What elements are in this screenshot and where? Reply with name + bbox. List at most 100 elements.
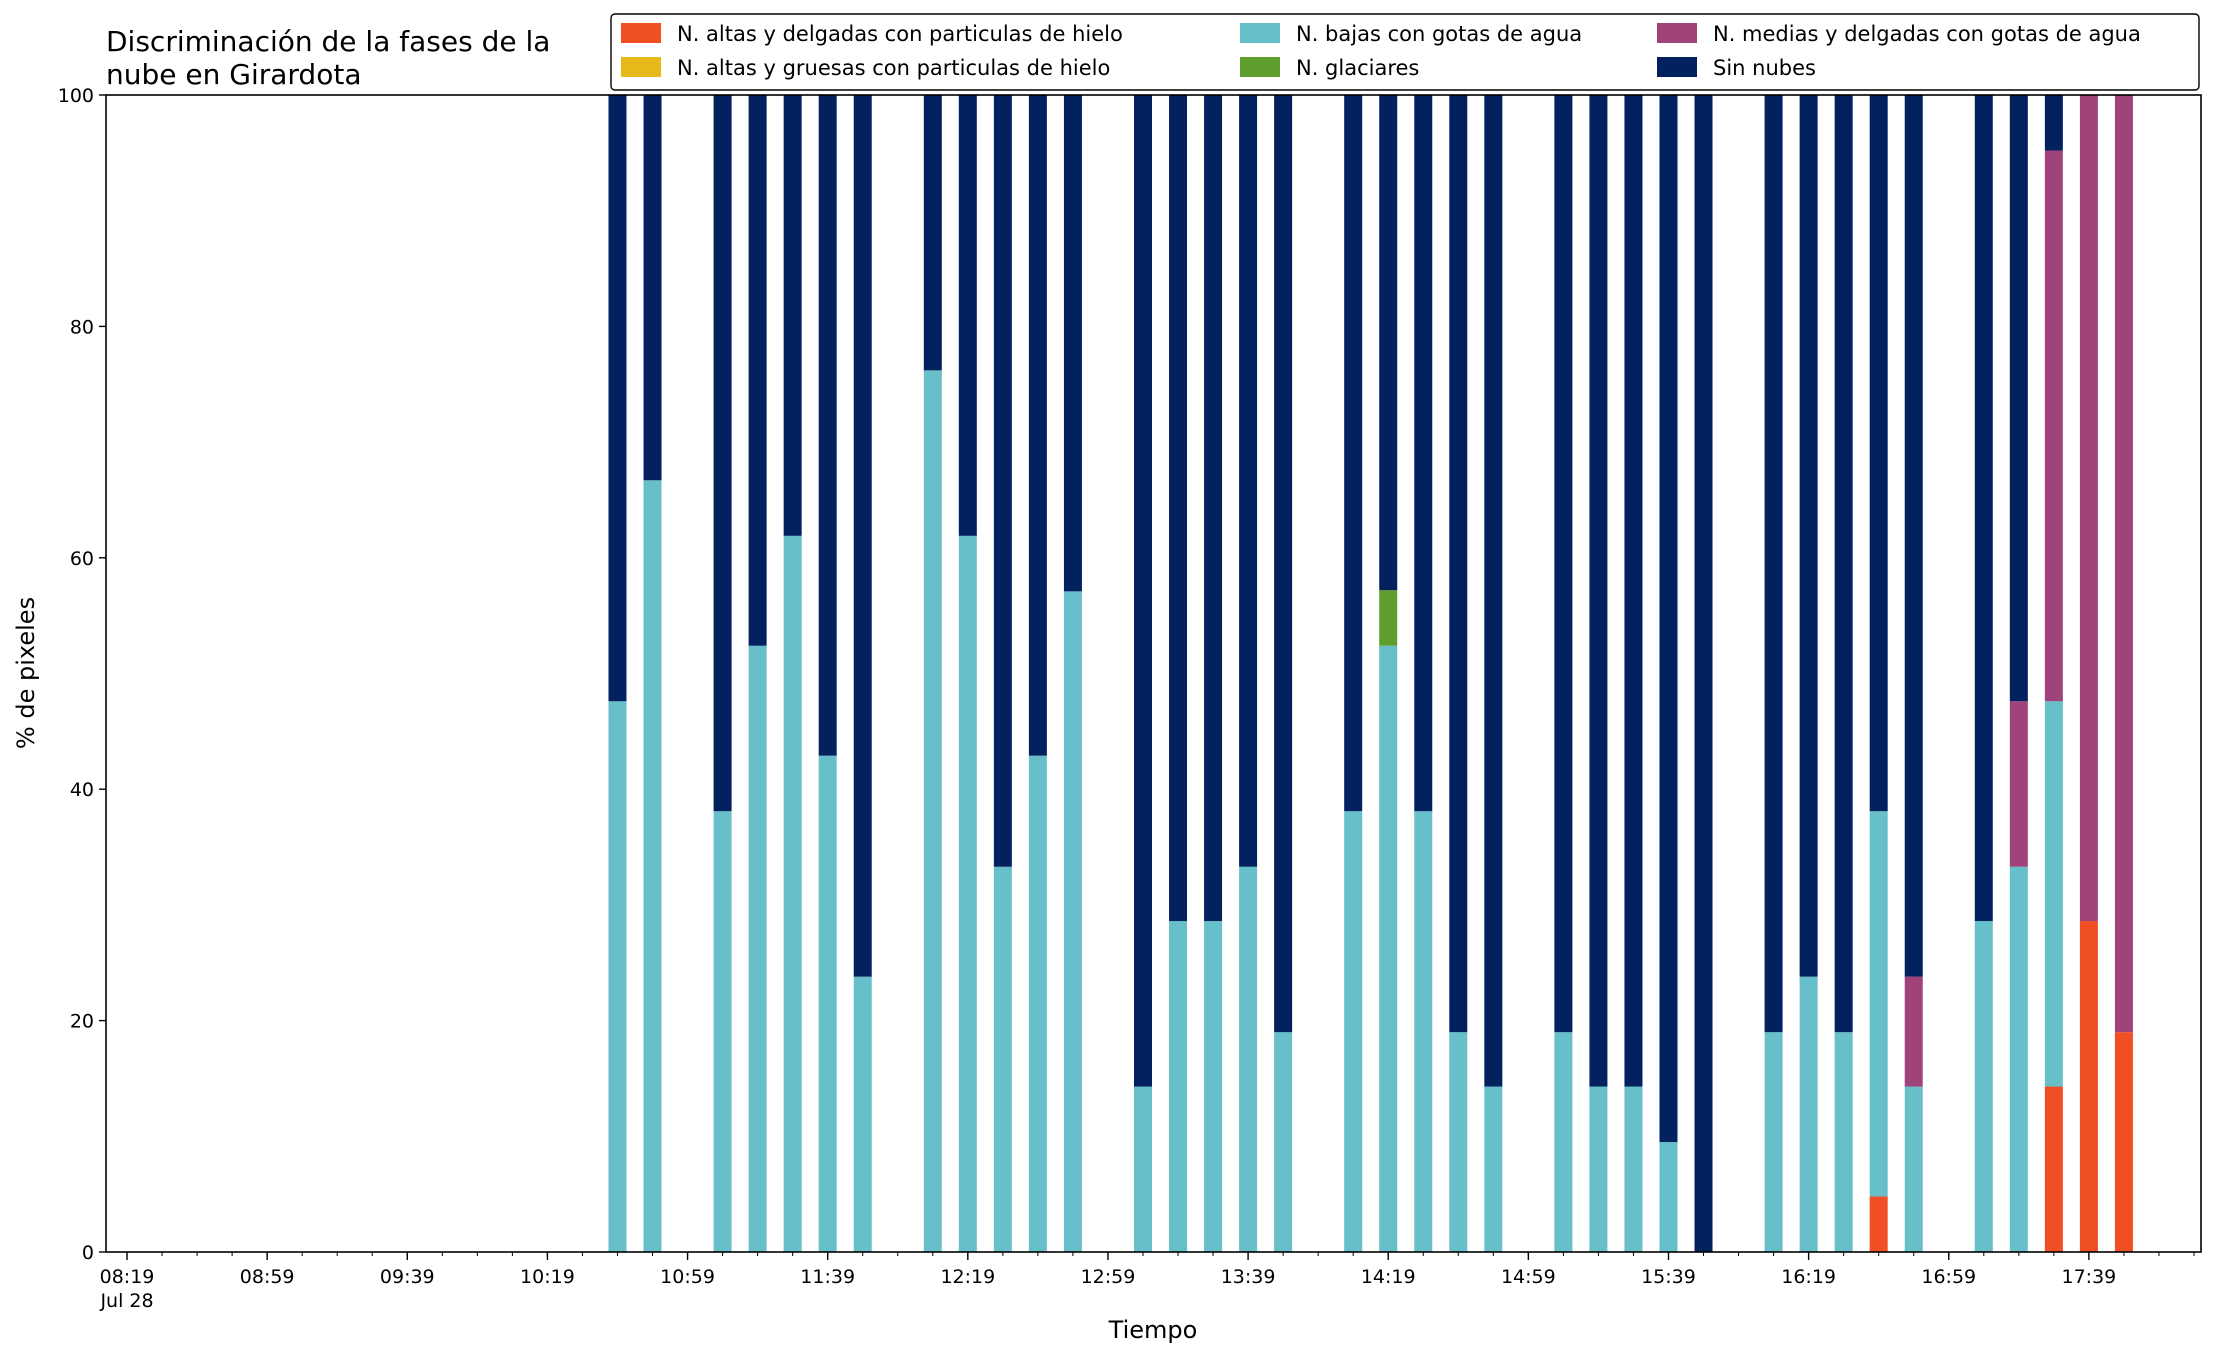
bar-segment-bajas_agua-2 [713, 811, 732, 1252]
x-tick-label-12: 16:19 [1781, 1266, 1836, 1288]
x-tick-label-13: 16:59 [1921, 1266, 1976, 1288]
bars-layer [608, 95, 2133, 1253]
bar-segment-bajas_agua-8 [958, 535, 977, 1252]
bar-segment-altas_delgadas_hielo-35 [2079, 921, 2098, 1252]
bar-segment-sin_nubes-13 [1169, 95, 1188, 922]
bar-segment-sin_nubes-31 [1904, 95, 1923, 977]
legend-swatch-altas_gruesas_hielo [621, 57, 661, 77]
bar-segment-bajas_agua-16 [1274, 1032, 1293, 1252]
bar-segment-sin_nubes-25 [1659, 95, 1678, 1143]
bar-segment-bajas_agua-7 [923, 370, 942, 1253]
bar-segment-bajas_agua-28 [1799, 976, 1818, 1252]
bar-segment-sin_nubes-32 [1974, 95, 1993, 922]
bar-segment-bajas_agua-31 [1904, 1086, 1923, 1252]
bar-segment-bajas_agua-11 [1063, 591, 1082, 1252]
bar-segment-sin_nubes-15 [1239, 95, 1258, 867]
bar-segment-sin_nubes-10 [1028, 95, 1047, 756]
bar-segment-sin_nubes-24 [1624, 95, 1643, 1087]
bar-segment-bajas_agua-17 [1344, 811, 1363, 1252]
bar-segment-glaciares-18 [1379, 590, 1398, 646]
bar-segment-sin_nubes-21 [1484, 95, 1503, 1087]
legend-label-medias_delgadas_agua: N. medias y delgadas con gotas de agua [1713, 22, 2141, 46]
y-axis-label: % de pixeles [12, 597, 40, 749]
bar-segment-sin_nubes-6 [853, 95, 872, 977]
legend-label-glaciares: N. glaciares [1296, 56, 1419, 80]
bar-segment-bajas_agua-29 [1834, 1032, 1853, 1252]
bar-segment-bajas_agua-6 [853, 976, 872, 1252]
x-tick-label-0: 08:19 [100, 1266, 155, 1288]
legend-label-altas_gruesas_hielo: N. altas y gruesas con particulas de hie… [677, 56, 1110, 80]
bar-segment-sin_nubes-28 [1799, 95, 1818, 977]
bar-segment-sin_nubes-16 [1274, 95, 1293, 1033]
bar-segment-bajas_agua-34 [2044, 701, 2063, 1087]
bar-segment-altas_delgadas_hielo-36 [2114, 1032, 2133, 1252]
plot-frame [105, 94, 2202, 1253]
bar-segment-bajas_agua-13 [1169, 921, 1188, 1252]
bar-segment-sin_nubes-14 [1204, 95, 1223, 922]
bar-segment-altas_delgadas_hielo-34 [2044, 1086, 2063, 1252]
legend-label-altas_delgadas_hielo: N. altas y delgadas con particulas de hi… [677, 22, 1123, 46]
bar-segment-sin_nubes-12 [1133, 95, 1152, 1087]
chart-title-line-2: nube en Girardota [106, 58, 361, 91]
bar-segment-bajas_agua-30 [1869, 811, 1888, 1197]
bar-segment-bajas_agua-19 [1414, 811, 1433, 1252]
x-tick-label-4: 10:59 [660, 1266, 715, 1288]
x-tick-label-9: 14:19 [1361, 1266, 1416, 1288]
bar-segment-bajas_agua-4 [783, 535, 802, 1252]
bar-segment-sin_nubes-27 [1764, 95, 1783, 1033]
legend-box [610, 13, 2200, 91]
chart-title-line-1: Discriminación de la fases de la [106, 25, 550, 58]
bar-segment-medias_delgadas_agua-31 [1904, 976, 1923, 1087]
chart-title: Discriminación de la fases de la nube en… [106, 25, 550, 91]
bar-segment-sin_nubes-4 [783, 95, 802, 536]
bar-segment-bajas_agua-15 [1239, 866, 1258, 1252]
bar-segment-bajas_agua-23 [1589, 1086, 1608, 1252]
bar-segment-bajas_agua-14 [1204, 921, 1223, 1252]
legend-label-sin_nubes: Sin nubes [1713, 56, 1816, 80]
bar-segment-sin_nubes-20 [1449, 95, 1468, 1033]
x-tick-sublabel-0: Jul 28 [99, 1290, 153, 1312]
bar-segment-medias_delgadas_agua-36 [2114, 95, 2133, 1033]
bar-segment-sin_nubes-17 [1344, 95, 1363, 812]
y-tick-label-2: 40 [70, 779, 94, 801]
legend-swatch-medias_delgadas_agua [1657, 23, 1697, 43]
y-tick-label-3: 60 [70, 548, 94, 570]
bar-segment-sin_nubes-1 [643, 95, 662, 481]
bar-segment-bajas_agua-21 [1484, 1086, 1503, 1252]
bar-segment-sin_nubes-18 [1379, 95, 1398, 591]
x-axis-label: Tiempo [1108, 1316, 1198, 1344]
bar-segment-bajas_agua-18 [1379, 645, 1398, 1252]
bar-segment-bajas_agua-25 [1659, 1142, 1678, 1252]
bar-segment-bajas_agua-24 [1624, 1086, 1643, 1252]
bar-segment-bajas_agua-20 [1449, 1032, 1468, 1252]
bar-segment-sin_nubes-8 [958, 95, 977, 536]
bar-segment-sin_nubes-33 [2009, 95, 2028, 702]
bar-segment-bajas_agua-0 [608, 701, 627, 1252]
legend-label-bajas_agua: N. bajas con gotas de agua [1296, 22, 1582, 46]
bar-segment-medias_delgadas_agua-34 [2044, 150, 2063, 702]
y-tick-label-5: 100 [58, 85, 94, 107]
x-tick-label-14: 17:39 [2062, 1266, 2117, 1288]
bar-segment-sin_nubes-9 [993, 95, 1012, 867]
bar-segment-bajas_agua-10 [1028, 755, 1047, 1252]
legend: N. altas y delgadas con particulas de hi… [610, 13, 2200, 91]
bar-segment-sin_nubes-11 [1063, 95, 1082, 592]
bar-segment-sin_nubes-29 [1834, 95, 1853, 1033]
bar-segment-sin_nubes-23 [1589, 95, 1608, 1087]
x-tick-label-6: 12:19 [940, 1266, 995, 1288]
bar-segment-bajas_agua-27 [1764, 1032, 1783, 1252]
bar-segment-sin_nubes-2 [713, 95, 732, 812]
x-tick-label-8: 13:39 [1221, 1266, 1276, 1288]
bar-segment-bajas_agua-5 [818, 755, 837, 1252]
legend-swatch-glaciares [1240, 57, 1280, 77]
bar-segment-medias_delgadas_agua-33 [2009, 701, 2028, 867]
bar-segment-sin_nubes-3 [748, 95, 767, 646]
bar-segment-bajas_agua-12 [1133, 1086, 1152, 1252]
bar-segment-bajas_agua-9 [993, 866, 1012, 1252]
x-tick-label-1: 08:59 [240, 1266, 295, 1288]
bar-segment-bajas_agua-33 [2009, 866, 2028, 1252]
bar-segment-sin_nubes-34 [2044, 95, 2063, 151]
x-tick-label-2: 09:39 [380, 1266, 435, 1288]
